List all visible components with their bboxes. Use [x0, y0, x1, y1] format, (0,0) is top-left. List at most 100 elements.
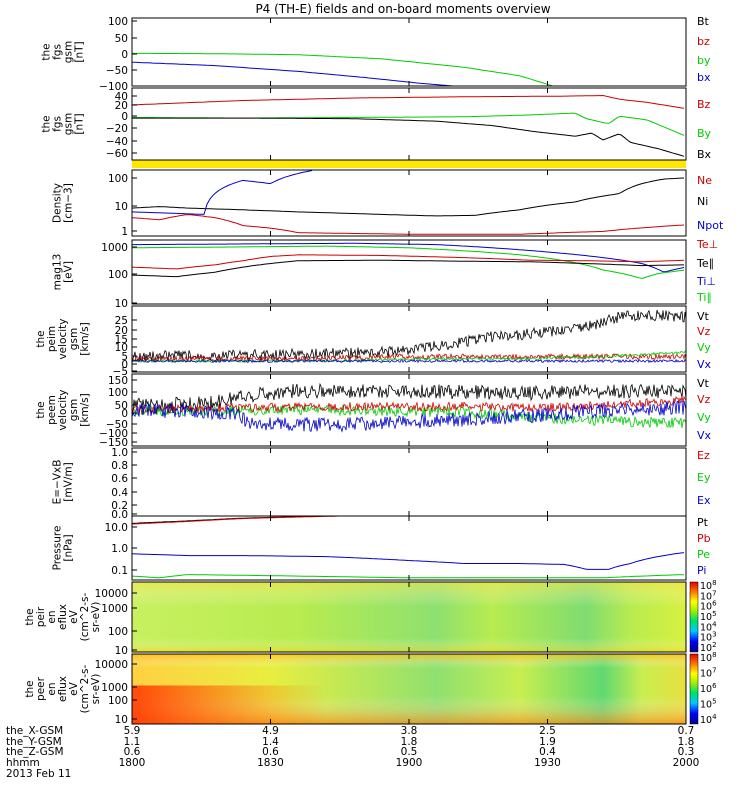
y-tick-label: 10000	[95, 588, 128, 600]
y-tick-label: 50	[115, 33, 128, 45]
legend-Te⊥: Te⊥	[696, 238, 718, 251]
colorbar-tick-label: 105	[700, 698, 717, 711]
legend-Vz: Vz	[697, 393, 711, 406]
legend-Bx: Bx	[697, 148, 712, 161]
figure-title: P4 (TH-E) fields and on-board moments ov…	[255, 2, 550, 16]
y-tick-label: 0	[121, 49, 128, 61]
y-tick-label: 100	[108, 626, 128, 638]
y-tick-label: 100	[108, 16, 128, 28]
y-tick-label: 10000	[95, 659, 128, 671]
panel-frame	[131, 515, 687, 581]
axis-row-value: 0.7	[678, 725, 695, 737]
y-axis-label: the	[41, 43, 53, 60]
colorbar-tick-label: 106	[700, 682, 717, 695]
y-tick-label: 100	[108, 387, 128, 399]
y-axis-label: eflux	[57, 676, 69, 702]
legend-Ni: Ni	[697, 195, 708, 208]
y-axis-label: (cm^2-s-	[79, 664, 91, 713]
y-tick-label: 40	[115, 91, 128, 103]
series-Npot	[132, 170, 313, 215]
y-tick-label: 1000	[101, 682, 128, 694]
axis-row-value: 5.9	[124, 725, 141, 737]
y-tick-label: 100	[108, 173, 128, 185]
y-tick-label: 1.0	[111, 543, 128, 555]
y-axis-label: velocity	[57, 389, 69, 430]
colorbar-tick-label: 103	[700, 631, 717, 644]
panel-frame	[131, 169, 687, 237]
colorbar	[689, 653, 699, 725]
legend-Vy: Vy	[697, 341, 711, 354]
y-tick-label: 0.1	[111, 565, 128, 577]
y-axis-label: the	[24, 608, 36, 625]
y-tick-label: 0.6	[111, 473, 128, 485]
axis-row-value: 1.9	[539, 736, 556, 748]
legend-Npot: Npot	[697, 219, 724, 232]
axis-row-value: 1930	[534, 757, 561, 769]
series-Vt	[132, 309, 686, 363]
legend-Pb: Pb	[697, 532, 711, 545]
legend-Vt: Vt	[697, 377, 710, 390]
y-axis-label: the	[35, 330, 47, 347]
panel-frame	[131, 17, 687, 87]
y-tick-label: 10	[115, 201, 128, 213]
y-tick-label: 10	[115, 342, 128, 354]
axis-row-value: 1.8	[401, 736, 418, 748]
legend-Ti∥: Ti∥	[696, 291, 712, 304]
y-axis-label: [nT]	[74, 41, 86, 62]
y-tick-label: 0	[121, 359, 128, 371]
y-axis-label: peem	[46, 395, 58, 425]
panel-p7: 1.00.80.6 0.40.20.0 Ez Ey Ex E=−VxB [mV/m]	[52, 447, 711, 521]
y-axis-label: [nT]	[74, 113, 86, 134]
y-tick-label: −60	[106, 148, 128, 160]
series-Pi	[132, 552, 685, 570]
y-tick-label: 20	[115, 325, 128, 337]
legend-Pi: Pi	[697, 564, 706, 577]
legend-bx: bx	[697, 71, 711, 84]
y-tick-label: −40	[106, 136, 128, 148]
y-tick-label: 100	[108, 695, 128, 707]
y-tick-label: 1000	[101, 242, 128, 254]
y-axis-label: E=−VxB	[52, 460, 64, 505]
legend-Ex: Ex	[697, 494, 711, 507]
axis-row-label: hhmm	[6, 757, 40, 769]
y-axis-label: gsm	[68, 399, 80, 421]
date-label: 2013 Feb 11	[6, 768, 71, 780]
y-tick-label: 15	[115, 334, 128, 346]
series-bx	[132, 61, 454, 86]
axis-row-value: 0.6	[124, 746, 141, 758]
heatmap-overlay	[132, 582, 686, 652]
legend-Ne: Ne	[697, 174, 712, 187]
axis-row-value: 1900	[396, 757, 423, 769]
y-axis-label: en	[46, 682, 58, 695]
series-Bx	[132, 117, 685, 157]
y-tick-label: 0	[121, 111, 128, 123]
panel-p8: 10.0 1.0 0.1 Pt Pb Pe Pi Pressure [nPa]	[52, 515, 711, 581]
series-Ne	[132, 214, 685, 235]
series-Pe	[132, 574, 684, 579]
series-Ti⊥	[132, 242, 685, 273]
axis-row-value: 1.4	[262, 736, 279, 748]
axis-row-value: 3.8	[401, 725, 418, 737]
y-tick-label: −150	[99, 437, 128, 449]
y-tick-label: 50	[115, 400, 128, 412]
y-axis-label: sr-eV)	[90, 674, 102, 705]
y-tick-label: 150	[108, 375, 128, 387]
y-tick-label: 10	[115, 645, 128, 657]
series-Vx	[132, 400, 686, 433]
y-axis-label: gsm	[63, 41, 75, 63]
y-tick-label: 0.2	[111, 500, 128, 512]
series-Te⊥	[132, 254, 685, 270]
legend-Vz: Vz	[697, 325, 711, 338]
axis-row-value: 2000	[673, 757, 700, 769]
legend-Pe: Pe	[697, 548, 710, 561]
legend-Ez: Ez	[697, 449, 710, 462]
panel-p1: 100 50 0 −50 −100 Bt bz by bx the fgs gsm [nT]	[41, 15, 711, 93]
legend-Bt: Bt	[697, 15, 710, 28]
series-Vt	[132, 382, 686, 413]
y-axis-label: sr-eV)	[90, 602, 102, 633]
colorbar-tick-label: 107	[700, 667, 717, 680]
axis-row-value: 0.4	[539, 746, 556, 758]
y-axis-label: gsm	[63, 113, 75, 135]
panel-p4: 1000 100 10 Te⊥ Te∥ Ti⊥ Ti∥ mag13 [eV]	[52, 238, 719, 310]
